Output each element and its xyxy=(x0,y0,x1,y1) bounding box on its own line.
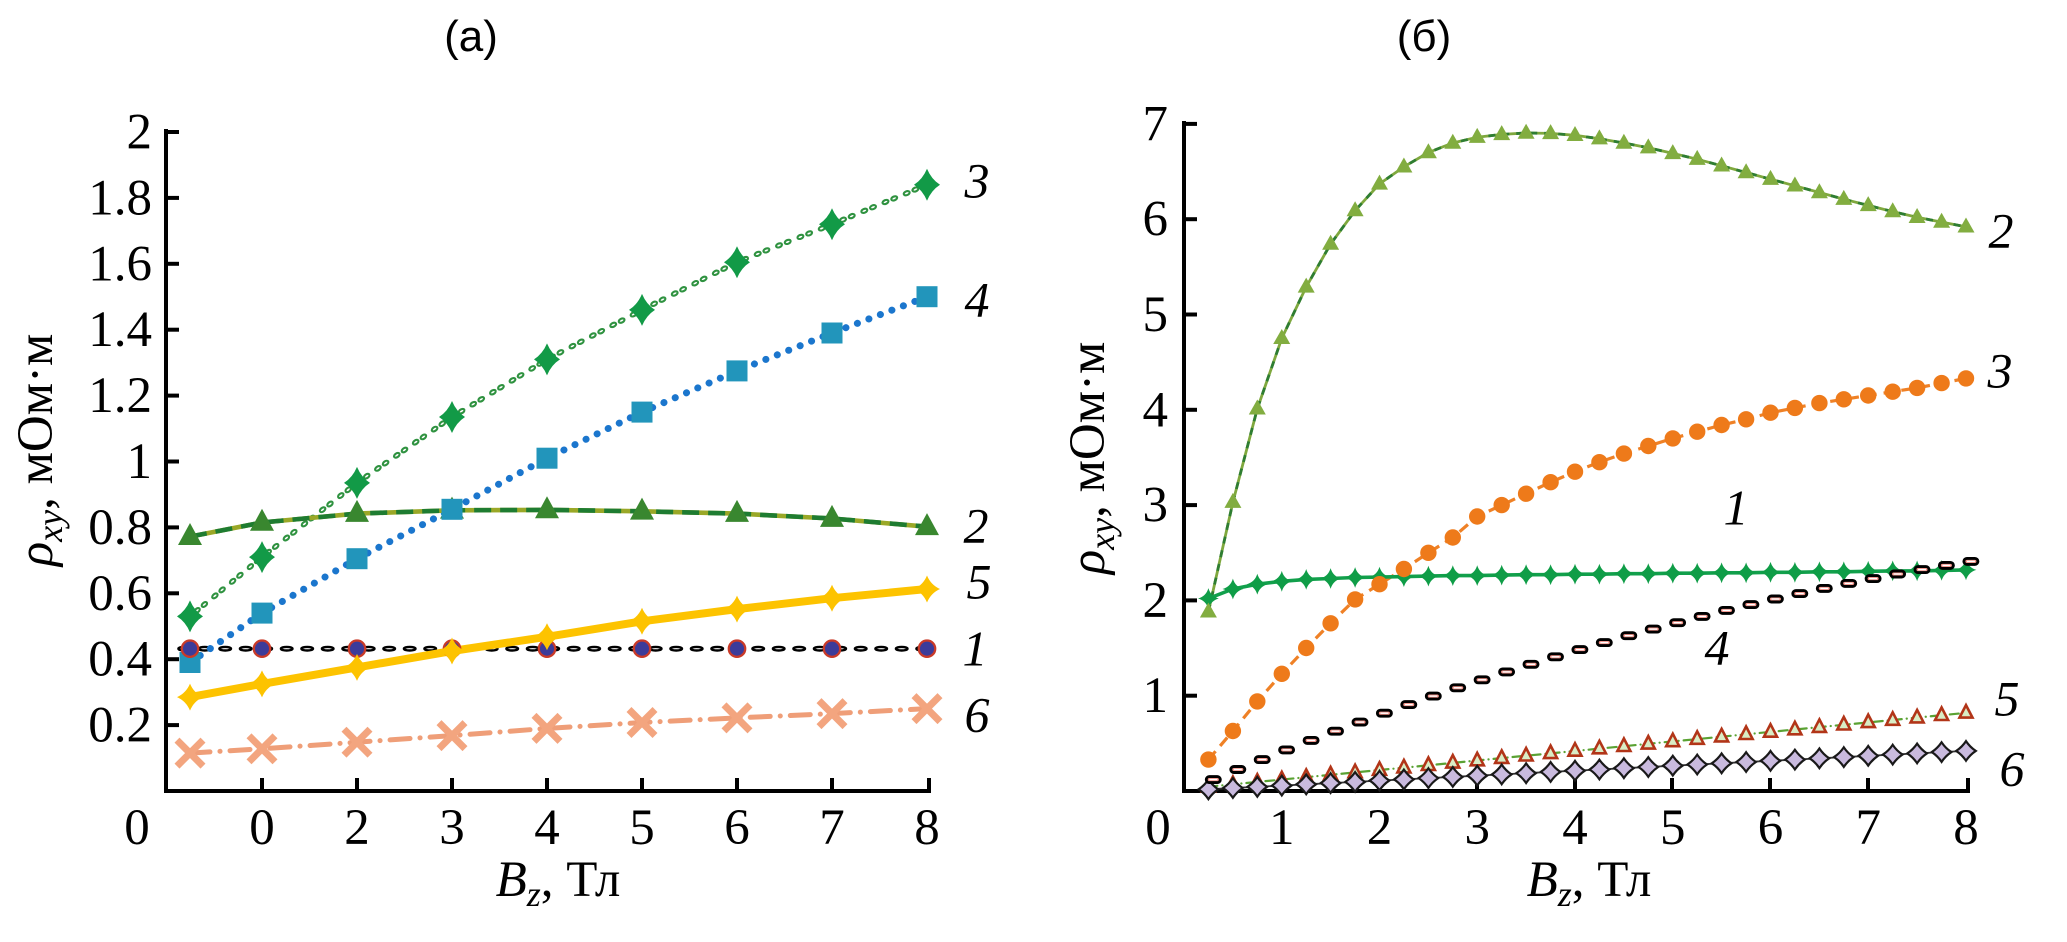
svg-text:6: 6 xyxy=(724,800,750,856)
svg-text:2: 2 xyxy=(1367,800,1393,856)
svg-text:2: 2 xyxy=(344,800,370,856)
svg-text:4: 4 xyxy=(965,272,990,328)
svg-text:1: 1 xyxy=(1143,668,1169,724)
svg-text:7: 7 xyxy=(1855,800,1881,856)
svg-text:0: 0 xyxy=(124,800,150,856)
svg-text:3: 3 xyxy=(1464,800,1490,856)
svg-text:1.4: 1.4 xyxy=(88,302,152,358)
svg-text:5: 5 xyxy=(967,554,992,610)
svg-text:0.8: 0.8 xyxy=(88,500,152,556)
svg-text:2: 2 xyxy=(1143,573,1169,629)
svg-text:7: 7 xyxy=(819,800,845,856)
svg-text:1: 1 xyxy=(1724,480,1749,536)
svg-text:0: 0 xyxy=(249,800,275,856)
svg-text:0: 0 xyxy=(1145,800,1171,856)
svg-text:6: 6 xyxy=(965,687,990,743)
svg-text:4: 4 xyxy=(1562,800,1588,856)
svg-text:3: 3 xyxy=(1987,343,2013,399)
svg-text:3: 3 xyxy=(964,153,990,209)
svg-text:4: 4 xyxy=(1705,620,1730,676)
svg-text:1: 1 xyxy=(1269,800,1295,856)
svg-text:1: 1 xyxy=(127,434,153,490)
svg-text:2: 2 xyxy=(1989,203,2014,259)
svg-text:1: 1 xyxy=(963,621,988,677)
svg-text:Bz, Тл: Bz, Тл xyxy=(496,852,621,914)
svg-text:6: 6 xyxy=(1758,800,1784,856)
svg-text:4: 4 xyxy=(534,800,560,856)
svg-text:4: 4 xyxy=(1143,382,1169,438)
svg-text:1.6: 1.6 xyxy=(88,236,152,292)
svg-text:7: 7 xyxy=(1143,96,1169,152)
svg-text:ρxy, мОм·м: ρxy, мОм·м xyxy=(1060,342,1122,577)
svg-text:1.8: 1.8 xyxy=(88,170,152,226)
svg-text:2: 2 xyxy=(127,105,153,161)
svg-text:0.4: 0.4 xyxy=(88,632,152,688)
svg-text:(a): (a) xyxy=(444,12,498,61)
svg-text:8: 8 xyxy=(1953,800,1979,856)
svg-text:Bz, Тл: Bz, Тл xyxy=(1527,852,1652,914)
svg-text:6: 6 xyxy=(1143,192,1169,248)
svg-text:(б): (б) xyxy=(1397,12,1452,61)
svg-text:0.2: 0.2 xyxy=(88,698,152,754)
svg-text:0.6: 0.6 xyxy=(88,566,152,622)
svg-text:5: 5 xyxy=(1995,671,2020,727)
svg-text:1.2: 1.2 xyxy=(88,368,152,424)
svg-text:5: 5 xyxy=(1143,287,1169,343)
svg-text:3: 3 xyxy=(439,800,465,856)
svg-text:6: 6 xyxy=(2000,741,2025,797)
svg-text:3: 3 xyxy=(1143,478,1169,534)
svg-text:8: 8 xyxy=(914,800,940,856)
svg-text:2: 2 xyxy=(964,498,989,554)
svg-text:ρxy, мОм·м: ρxy, мОм·м xyxy=(8,334,70,569)
svg-text:5: 5 xyxy=(629,800,655,856)
svg-text:5: 5 xyxy=(1660,800,1686,856)
